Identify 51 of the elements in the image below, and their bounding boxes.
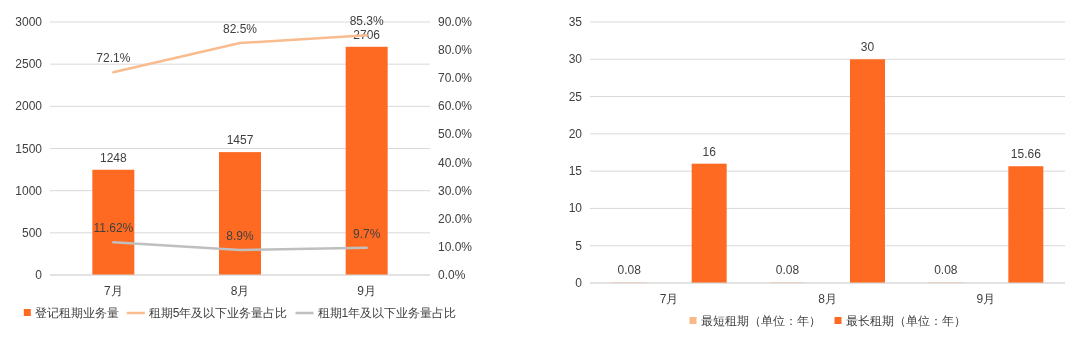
legend-label: 登记租期业务量: [34, 306, 119, 320]
y2-tick-label: 40.0%: [438, 155, 473, 170]
y-tick-label: 30: [568, 52, 583, 67]
x-tick-label: 8月: [230, 284, 250, 298]
x-tick-label: 9月: [357, 284, 377, 298]
y-tick-label: 20: [568, 126, 583, 141]
legend-label: 租期5年及以下业务量占比: [148, 306, 288, 320]
y2-tick-label: 80.0%: [438, 43, 473, 58]
data-label: 16: [702, 144, 717, 159]
y2-tick-label: 90.0%: [438, 15, 473, 29]
y2-tick-label: 0.0%: [438, 268, 466, 282]
data-label: 82.5%: [222, 22, 258, 37]
y2-tick-label: 10.0%: [438, 239, 473, 254]
data-label: 11.62%: [93, 221, 134, 236]
x-tick-label: 8月: [818, 292, 837, 306]
y2-tick-label: 70.0%: [438, 71, 473, 86]
y2-tick-label: 20.0%: [438, 211, 473, 226]
data-label: 1248: [99, 150, 127, 165]
y-tick-label: 0: [575, 276, 583, 290]
y-tick-label: 10: [568, 201, 583, 216]
data-label: 9.7%: [352, 226, 381, 241]
data-label: 0.08: [617, 263, 642, 278]
y-tick-label: 2500: [15, 57, 43, 72]
legend-label: 最长租期（单位：年）: [845, 314, 966, 328]
y-tick-label: 35: [568, 15, 583, 29]
y2-tick-label: 30.0%: [438, 183, 473, 198]
y-tick-label: 2000: [15, 99, 43, 114]
y-tick-label: 25: [568, 89, 583, 104]
y-tick-label: 3000: [15, 15, 43, 29]
data-label: 85.3%: [349, 14, 385, 29]
x-tick-label: 7月: [103, 284, 123, 298]
y-tick-label: 15: [568, 164, 583, 179]
y-tick-label: 500: [21, 225, 43, 240]
x-tick-label: 9月: [976, 292, 996, 306]
legend-label: 租期1年及以下业务量占比: [317, 306, 457, 320]
y2-tick-label: 50.0%: [438, 127, 473, 142]
data-label: 8.9%: [226, 228, 254, 243]
x-tick-label: 7月: [659, 292, 679, 306]
y-tick-label: 5: [575, 238, 583, 253]
data-label: 72.1%: [96, 51, 131, 66]
data-label: 30: [860, 40, 875, 55]
y-tick-label: 0: [35, 268, 43, 282]
y2-tick-label: 60.0%: [438, 99, 473, 114]
y-tick-label: 1500: [15, 141, 43, 156]
y-tick-label: 1000: [15, 183, 43, 198]
data-label: 0.08: [934, 263, 958, 278]
data-label: 0.08: [775, 263, 800, 278]
legend-label: 最短租期（单位：年）: [700, 314, 821, 328]
data-label: 1457: [226, 133, 254, 148]
data-label: 15.66: [1010, 147, 1042, 162]
data-label: 2706: [353, 27, 381, 42]
